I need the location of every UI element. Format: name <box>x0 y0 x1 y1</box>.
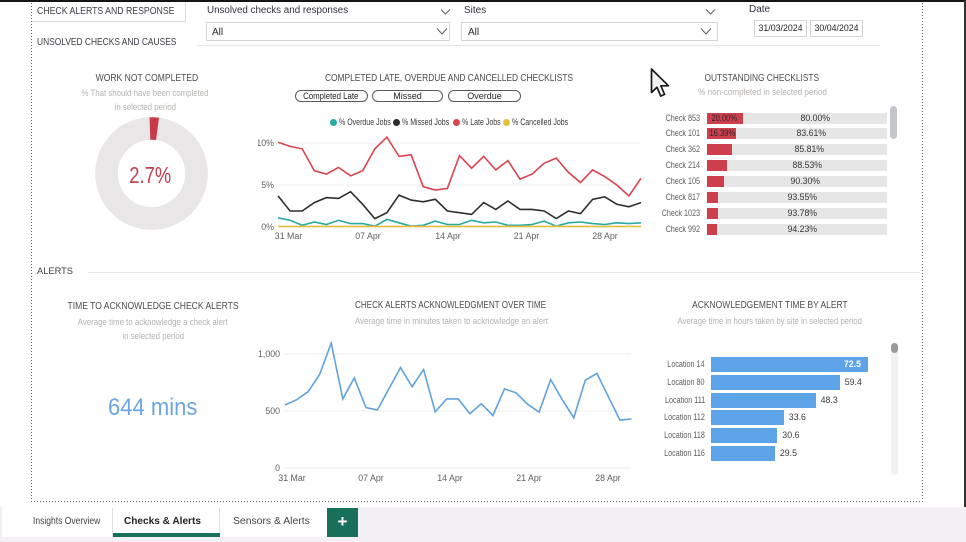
svg-text:14 Apr: 14 Apr <box>435 231 461 241</box>
svg-text:0: 0 <box>275 463 280 473</box>
svg-text:31 Mar: 31 Mar <box>275 231 302 241</box>
svg-text:500: 500 <box>265 406 280 416</box>
svg-text:07 Apr: 07 Apr <box>355 231 381 241</box>
svg-text:07 Apr: 07 Apr <box>358 473 384 483</box>
svg-text:21 Apr: 21 Apr <box>516 473 542 483</box>
svg-text:14 Apr: 14 Apr <box>437 473 463 483</box>
svg-text:31 Mar: 31 Mar <box>278 473 305 483</box>
svg-text:0%: 0% <box>261 222 274 232</box>
svg-text:1,000: 1,000 <box>258 349 280 359</box>
svg-text:28 Apr: 28 Apr <box>595 473 621 483</box>
svg-text:5%: 5% <box>261 180 274 190</box>
svg-text:10%: 10% <box>258 138 274 148</box>
svg-text:21 Apr: 21 Apr <box>514 231 540 241</box>
svg-text:28 Apr: 28 Apr <box>592 231 618 241</box>
